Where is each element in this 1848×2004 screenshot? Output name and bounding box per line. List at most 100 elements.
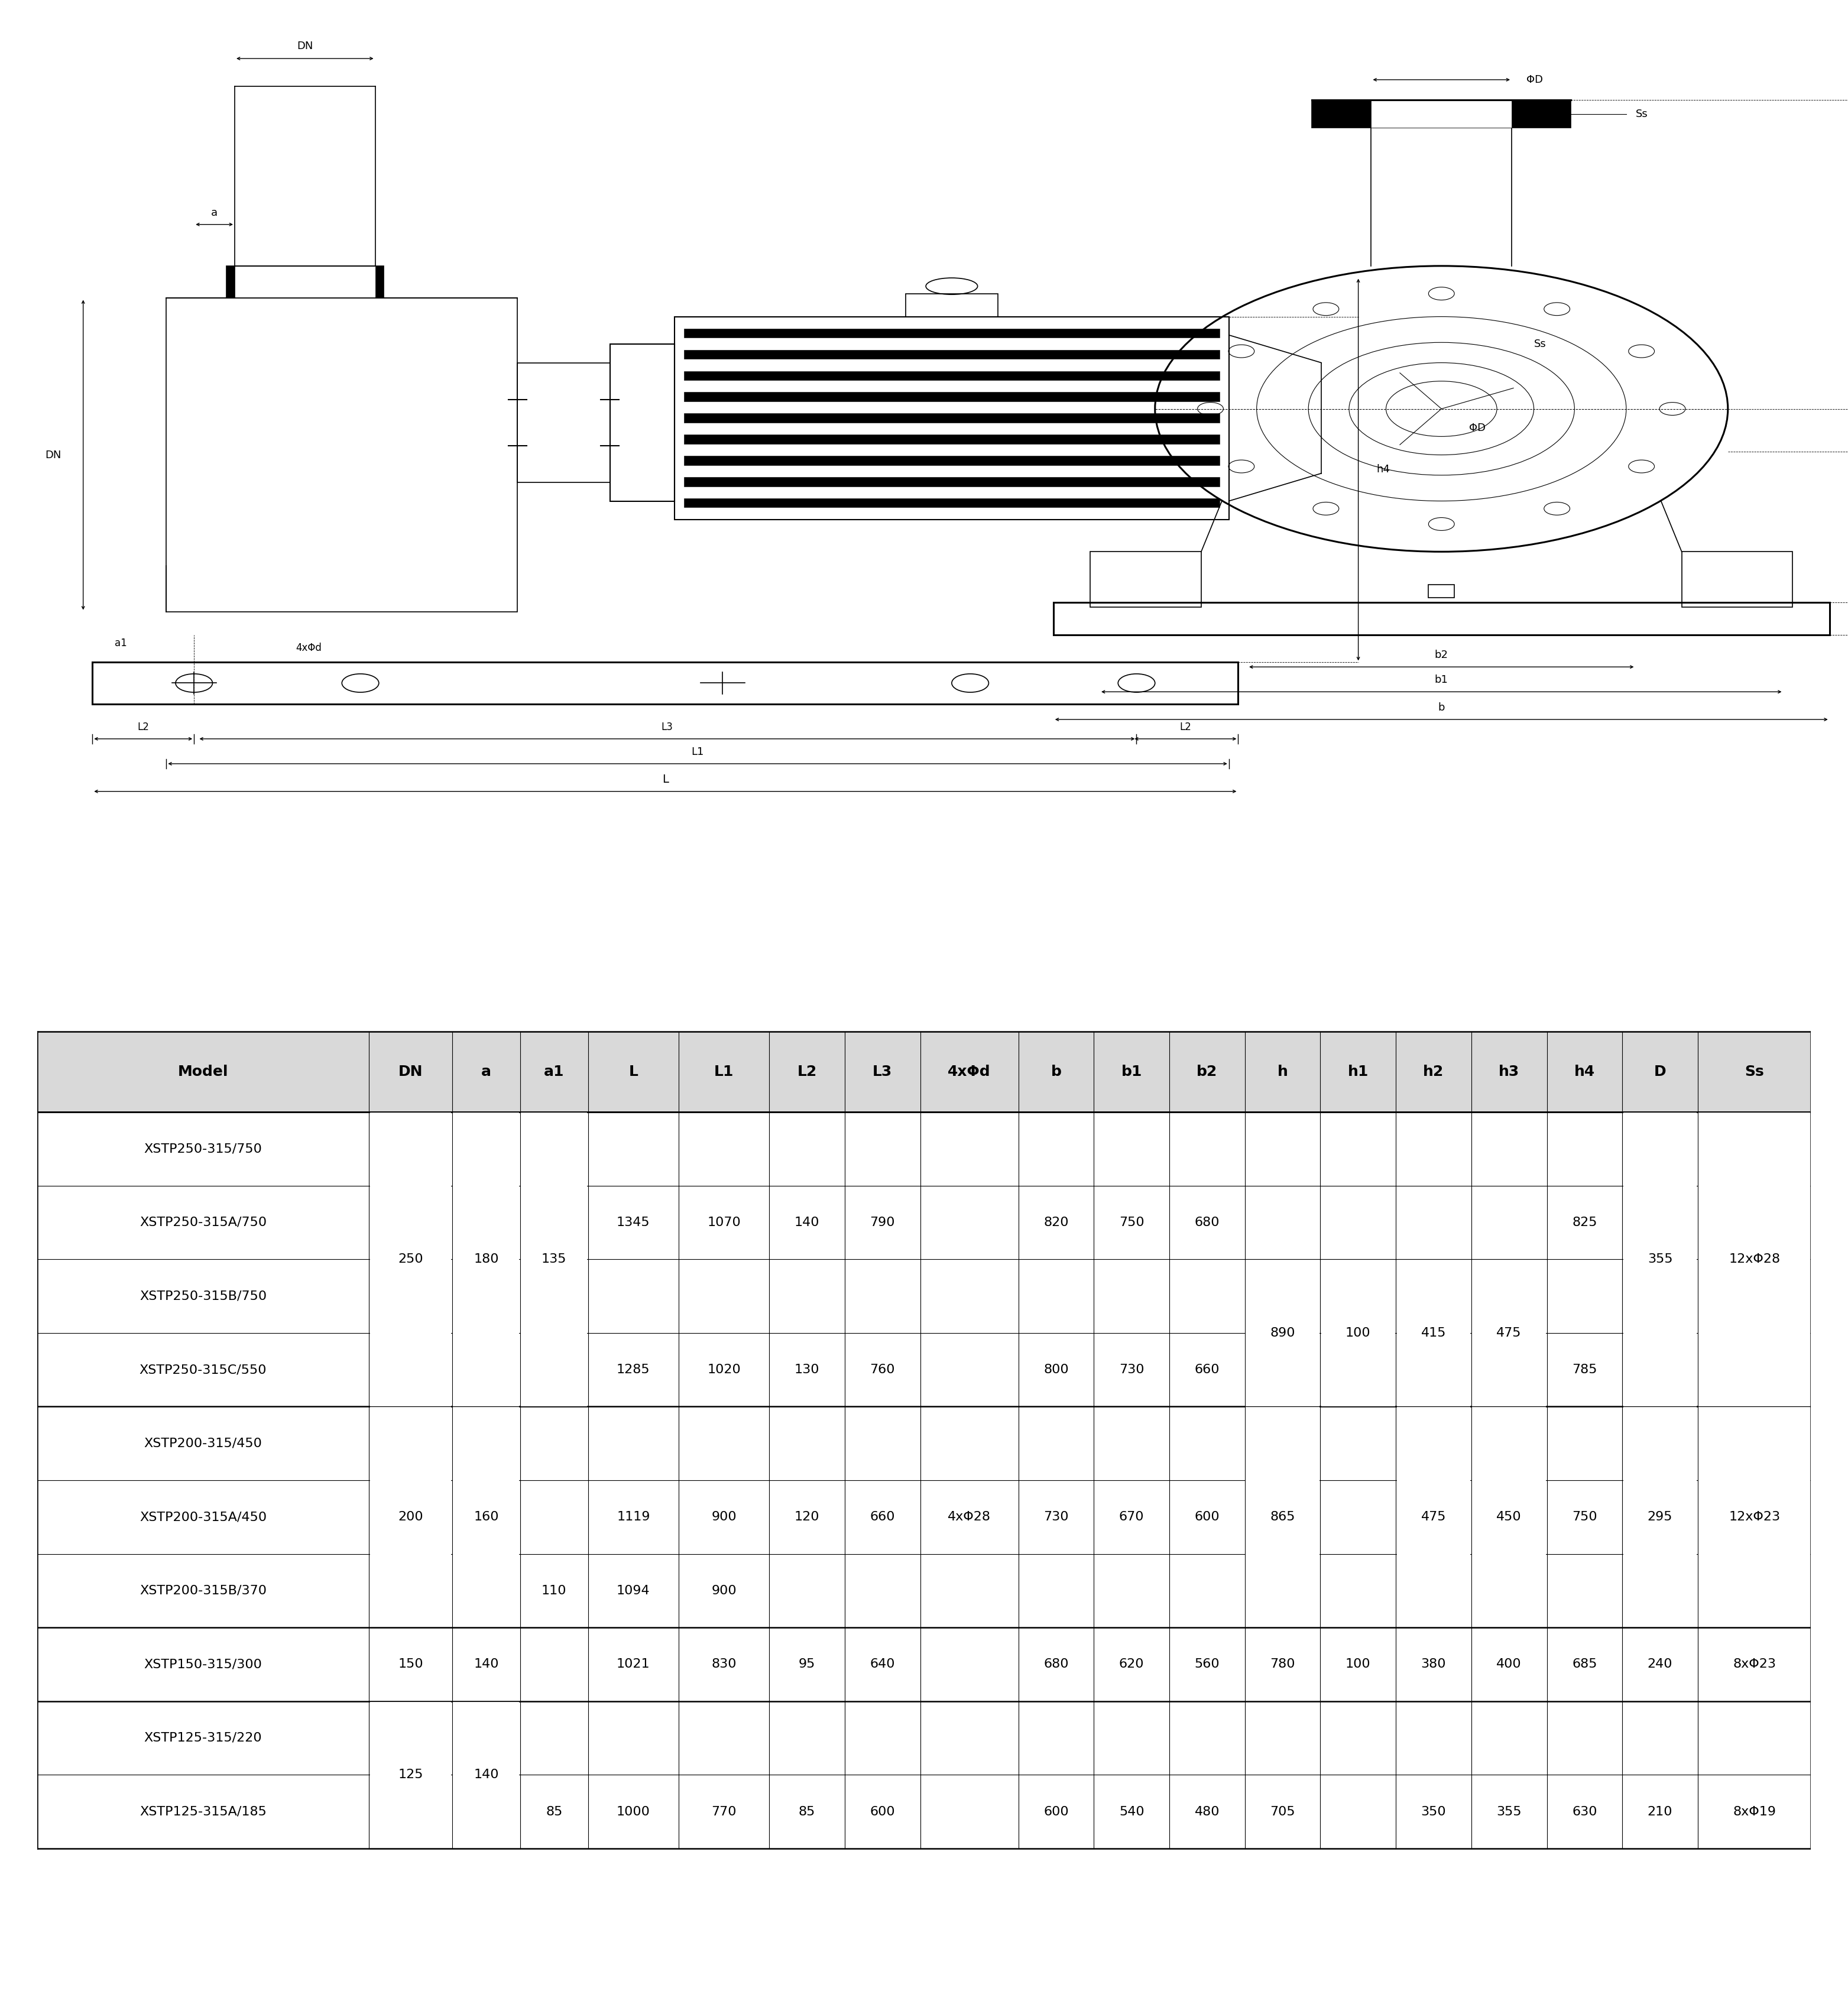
Text: 600: 600 bbox=[870, 1806, 894, 1818]
Text: a: a bbox=[211, 206, 218, 218]
Bar bbox=[1246, 1261, 1319, 1407]
Text: L2: L2 bbox=[137, 721, 150, 731]
Text: 125: 125 bbox=[397, 1770, 423, 1782]
Text: 865: 865 bbox=[1270, 1511, 1295, 1523]
Bar bbox=[1623, 1407, 1696, 1627]
Text: 825: 825 bbox=[1573, 1216, 1597, 1228]
Text: 120: 120 bbox=[795, 1511, 819, 1523]
Text: L3: L3 bbox=[872, 1064, 893, 1078]
Bar bbox=[1473, 1407, 1547, 1627]
Text: 12xΦ23: 12xΦ23 bbox=[1728, 1511, 1780, 1523]
Text: 475: 475 bbox=[1421, 1511, 1447, 1523]
Text: 660: 660 bbox=[1194, 1365, 1220, 1375]
Bar bbox=[37, 1032, 1811, 1112]
Text: 210: 210 bbox=[1648, 1806, 1672, 1818]
Text: h: h bbox=[1277, 1064, 1288, 1078]
Bar bbox=[370, 1407, 451, 1627]
Text: 415: 415 bbox=[1421, 1291, 1447, 1303]
Bar bbox=[1371, 100, 1512, 128]
Text: 475: 475 bbox=[1497, 1327, 1521, 1339]
Text: XSTP150-315/300: XSTP150-315/300 bbox=[144, 1659, 262, 1669]
Bar bbox=[370, 1701, 451, 1848]
Text: 890: 890 bbox=[1270, 1291, 1295, 1303]
Text: 800: 800 bbox=[1044, 1365, 1068, 1375]
Text: 295: 295 bbox=[1648, 1511, 1672, 1523]
Text: b1: b1 bbox=[1122, 1064, 1142, 1078]
Text: 660: 660 bbox=[870, 1511, 894, 1523]
Bar bbox=[37, 1259, 1811, 1333]
Bar bbox=[1698, 1407, 1811, 1627]
Bar bbox=[1312, 100, 1571, 128]
Text: DN: DN bbox=[44, 449, 61, 461]
Text: 85: 85 bbox=[798, 1806, 815, 1818]
Text: 1094: 1094 bbox=[617, 1585, 650, 1597]
Text: h1: h1 bbox=[1347, 1064, 1369, 1078]
Text: XSTP125-315/220: XSTP125-315/220 bbox=[144, 1731, 262, 1743]
Text: 355: 355 bbox=[1647, 1291, 1672, 1303]
Text: 12xΦ28: 12xΦ28 bbox=[1728, 1291, 1780, 1303]
Text: b1: b1 bbox=[1434, 675, 1449, 685]
Text: 130: 130 bbox=[795, 1365, 819, 1375]
Text: 600: 600 bbox=[1044, 1806, 1068, 1818]
Text: 380: 380 bbox=[1421, 1659, 1447, 1669]
Text: 100: 100 bbox=[1345, 1327, 1371, 1339]
Text: 125: 125 bbox=[397, 1806, 423, 1818]
Text: 900: 900 bbox=[711, 1585, 737, 1597]
Text: 95: 95 bbox=[798, 1659, 815, 1669]
Text: 200: 200 bbox=[397, 1511, 423, 1523]
Text: ΦD: ΦD bbox=[1469, 423, 1486, 433]
Text: Model: Model bbox=[177, 1064, 229, 1078]
Text: 620: 620 bbox=[1120, 1659, 1144, 1669]
Bar bbox=[37, 1776, 1811, 1848]
Text: 1000: 1000 bbox=[617, 1806, 650, 1818]
Text: 415: 415 bbox=[1421, 1327, 1447, 1339]
Text: b2: b2 bbox=[1198, 1064, 1218, 1078]
Text: XSTP250-315/750: XSTP250-315/750 bbox=[144, 1142, 262, 1154]
Text: 730: 730 bbox=[1120, 1365, 1144, 1375]
Bar bbox=[684, 435, 1220, 443]
Bar bbox=[37, 1553, 1811, 1627]
Text: 12xΦ28: 12xΦ28 bbox=[1728, 1252, 1780, 1265]
Text: 680: 680 bbox=[1044, 1659, 1068, 1669]
Text: 135: 135 bbox=[541, 1252, 567, 1265]
Text: 1020: 1020 bbox=[708, 1365, 741, 1375]
Text: L1: L1 bbox=[713, 1064, 734, 1078]
Text: 1021: 1021 bbox=[617, 1659, 650, 1669]
Text: 865: 865 bbox=[1270, 1511, 1295, 1523]
Text: 350: 350 bbox=[1421, 1806, 1447, 1818]
Text: 8xΦ23: 8xΦ23 bbox=[1733, 1659, 1776, 1669]
Text: 355: 355 bbox=[1497, 1806, 1521, 1818]
Bar bbox=[1053, 603, 1830, 635]
Text: h4: h4 bbox=[1377, 465, 1390, 475]
Bar bbox=[1397, 1261, 1471, 1407]
Bar bbox=[906, 293, 998, 317]
Text: 160: 160 bbox=[473, 1511, 499, 1523]
Text: Ss: Ss bbox=[1745, 1064, 1765, 1078]
Bar bbox=[37, 1112, 1811, 1186]
Text: XSTP250-315A/750: XSTP250-315A/750 bbox=[139, 1216, 266, 1228]
Text: 480: 480 bbox=[1194, 1806, 1220, 1818]
Text: XSTP125-315A/185: XSTP125-315A/185 bbox=[140, 1806, 266, 1818]
Text: 685: 685 bbox=[1573, 1659, 1597, 1669]
Bar bbox=[37, 1333, 1811, 1407]
Text: 140: 140 bbox=[795, 1216, 819, 1228]
Bar bbox=[37, 1701, 1811, 1776]
Text: 8xΦ19: 8xΦ19 bbox=[1733, 1806, 1776, 1818]
Text: 4xΦd: 4xΦd bbox=[296, 643, 322, 653]
Bar bbox=[37, 1627, 1811, 1701]
Text: 400: 400 bbox=[1497, 1659, 1521, 1669]
Text: 160: 160 bbox=[473, 1511, 499, 1523]
Text: L3: L3 bbox=[662, 721, 673, 731]
Text: h3: h3 bbox=[1499, 1064, 1519, 1078]
Bar bbox=[1682, 551, 1793, 607]
Text: XSTP250-315C/550: XSTP250-315C/550 bbox=[139, 1365, 266, 1375]
Text: 450: 450 bbox=[1497, 1511, 1521, 1523]
Text: XSTP200-315B/370: XSTP200-315B/370 bbox=[139, 1585, 266, 1597]
Bar bbox=[166, 299, 517, 611]
Text: L: L bbox=[662, 774, 669, 786]
Text: L2: L2 bbox=[796, 1064, 817, 1078]
Text: D: D bbox=[1654, 1064, 1667, 1078]
Bar bbox=[453, 1701, 519, 1848]
Text: Ss: Ss bbox=[1635, 108, 1648, 118]
Bar bbox=[517, 363, 610, 483]
